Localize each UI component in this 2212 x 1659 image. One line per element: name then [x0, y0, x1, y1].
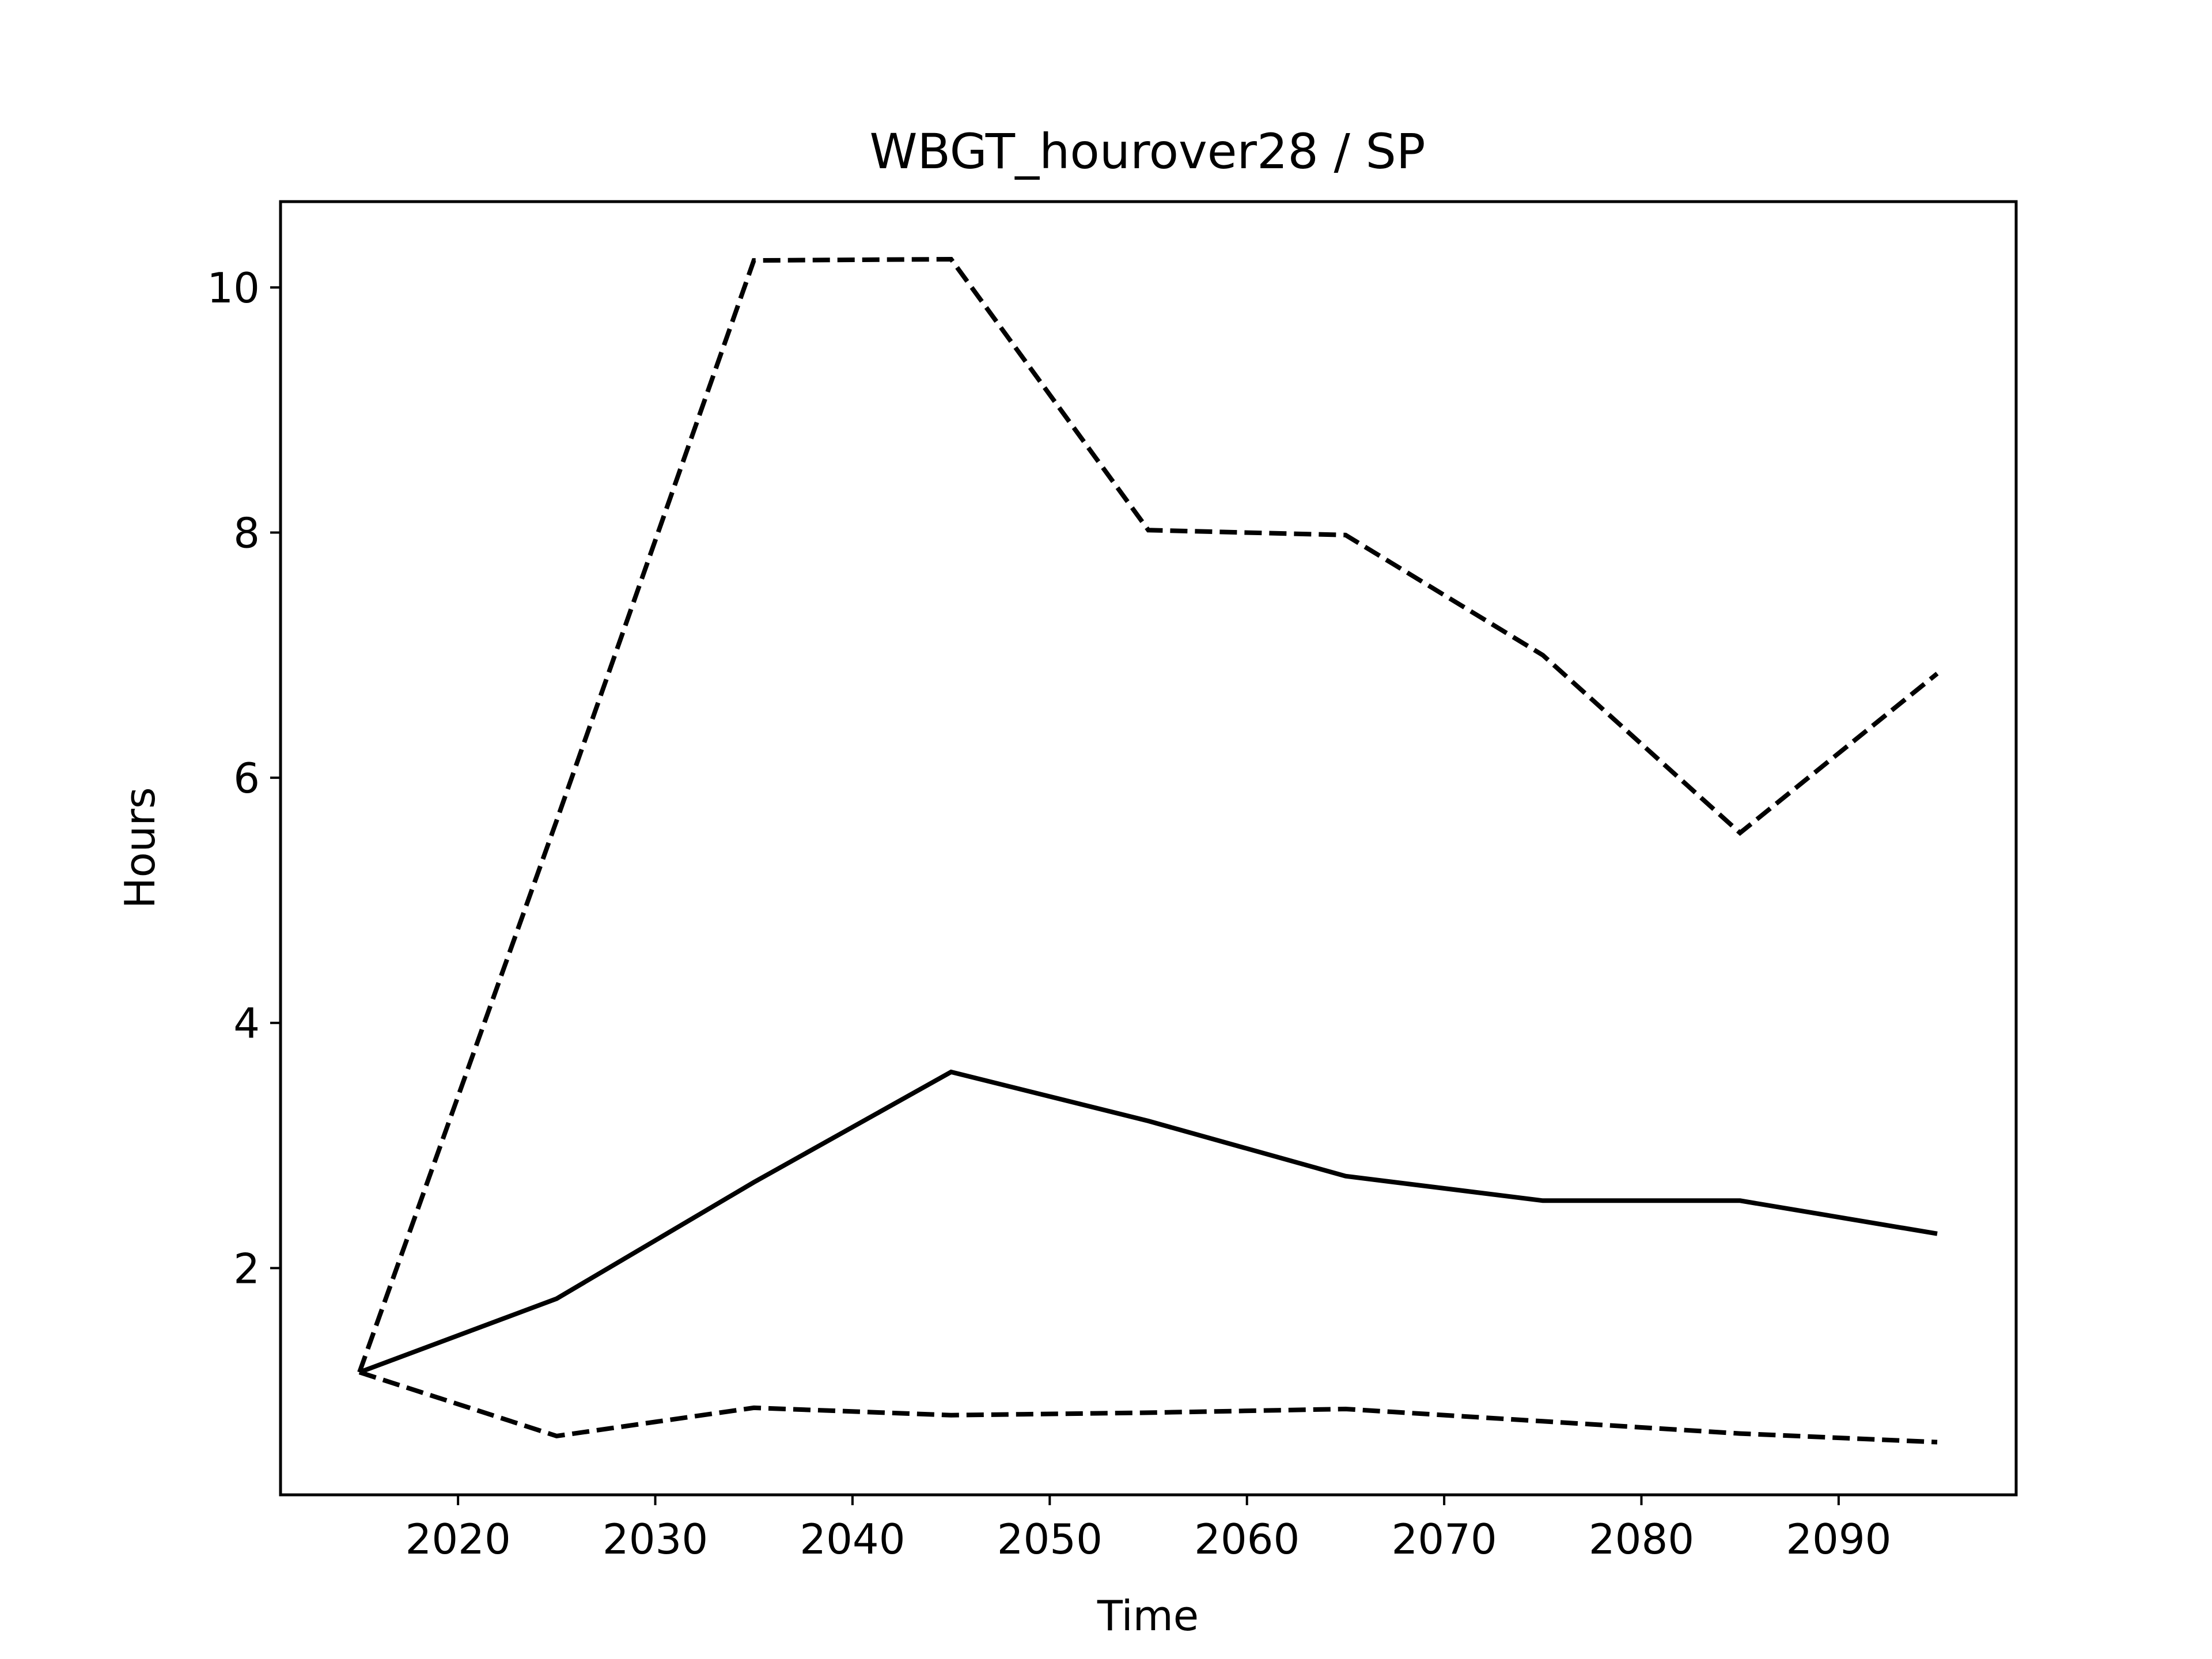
x-axis-ticks: 2020 2030 2040 2050 2060 2070 2080 2090 — [406, 1495, 1891, 1563]
y-tick-label: 4 — [233, 999, 260, 1048]
y-tick-label: 8 — [233, 509, 260, 558]
plot-area-frame — [279, 200, 2018, 1497]
x-tick-label: 2030 — [603, 1515, 708, 1563]
series-line-3 — [358, 1370, 1938, 1445]
y-tick-label: 6 — [233, 754, 260, 802]
y-tick-label: 10 — [207, 264, 260, 312]
series-line-1 — [358, 1069, 1938, 1374]
x-tick-label: 2070 — [1391, 1515, 1497, 1563]
x-tick-label: 2080 — [1589, 1515, 1694, 1563]
y-tick-label: 2 — [233, 1244, 260, 1293]
y-axis-label: Hours — [116, 787, 164, 909]
x-tick-label: 2050 — [997, 1515, 1103, 1563]
x-tick-label: 2060 — [1194, 1515, 1300, 1563]
x-tick-label: 2020 — [406, 1515, 511, 1563]
x-tick-label: 2090 — [1786, 1515, 1891, 1563]
plot-lines — [357, 256, 1939, 1445]
x-axis-label: Time — [1097, 1592, 1199, 1640]
y-axis-ticks: 2 4 6 8 10 — [207, 264, 281, 1293]
series-line-2 — [357, 256, 1939, 1373]
x-tick-label: 2040 — [800, 1515, 905, 1563]
chart-title: WBGT_hourover28 / SP — [869, 123, 1425, 180]
